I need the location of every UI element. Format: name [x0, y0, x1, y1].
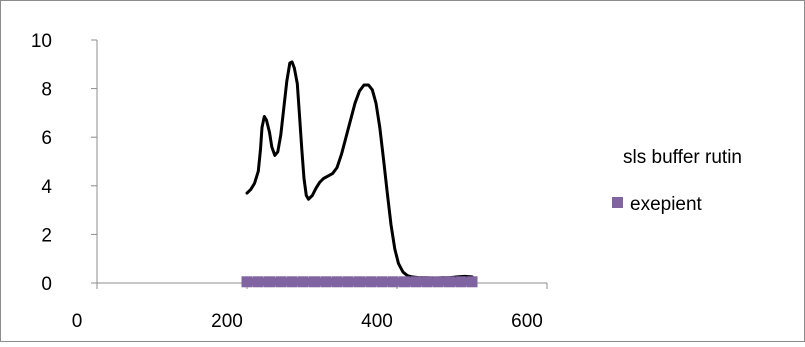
data-point-exepient — [252, 276, 264, 288]
x-tick-label: 200 — [211, 311, 243, 332]
data-point-exepient — [387, 276, 399, 288]
data-point-exepient — [421, 276, 433, 288]
legend: sls buffer rutin exepient — [612, 147, 742, 215]
y-tick-label: 2 — [41, 225, 52, 246]
series-line-sls-buffer-rutin — [245, 60, 474, 280]
data-point-exepient — [399, 276, 410, 288]
data-point-exepient — [331, 276, 343, 288]
data-point-exepient — [275, 276, 287, 288]
data-point-exepient — [376, 276, 388, 288]
data-point-exepient — [342, 276, 354, 288]
y-tick-label: 10 — [31, 31, 52, 52]
legend-label-sls-buffer-rutin: sls buffer rutin — [623, 147, 742, 168]
legend-label-exepient: exepient — [630, 194, 703, 215]
data-point-exepient — [286, 276, 298, 288]
y-tick-label: 0 — [41, 274, 52, 295]
data-point-exepient — [432, 276, 444, 288]
data-point-exepient — [444, 276, 455, 288]
data-point-exepient — [309, 276, 320, 288]
data-point-exepient — [466, 276, 478, 288]
data-point-exepient — [297, 276, 309, 288]
y-tick-label: 8 — [41, 80, 52, 101]
data-point-exepient — [241, 276, 253, 288]
data-point-exepient — [455, 276, 467, 288]
axes-group: 0 2 4 6 8 10 0 200 400 600 — [31, 31, 548, 332]
y-tick-label: 4 — [41, 177, 52, 198]
data-point-exepient — [264, 276, 275, 288]
data-point-exepient — [320, 276, 332, 288]
data-point-exepient — [365, 276, 377, 288]
legend-swatch-exepient — [612, 197, 623, 208]
y-tick-label: 6 — [41, 128, 52, 149]
data-point-exepient — [354, 276, 365, 288]
x-tick-label: 400 — [361, 311, 393, 332]
x-tick-label: 600 — [511, 311, 543, 332]
plot-area — [241, 60, 478, 288]
data-point-exepient — [410, 276, 422, 288]
x-tick-label: 0 — [72, 311, 83, 332]
